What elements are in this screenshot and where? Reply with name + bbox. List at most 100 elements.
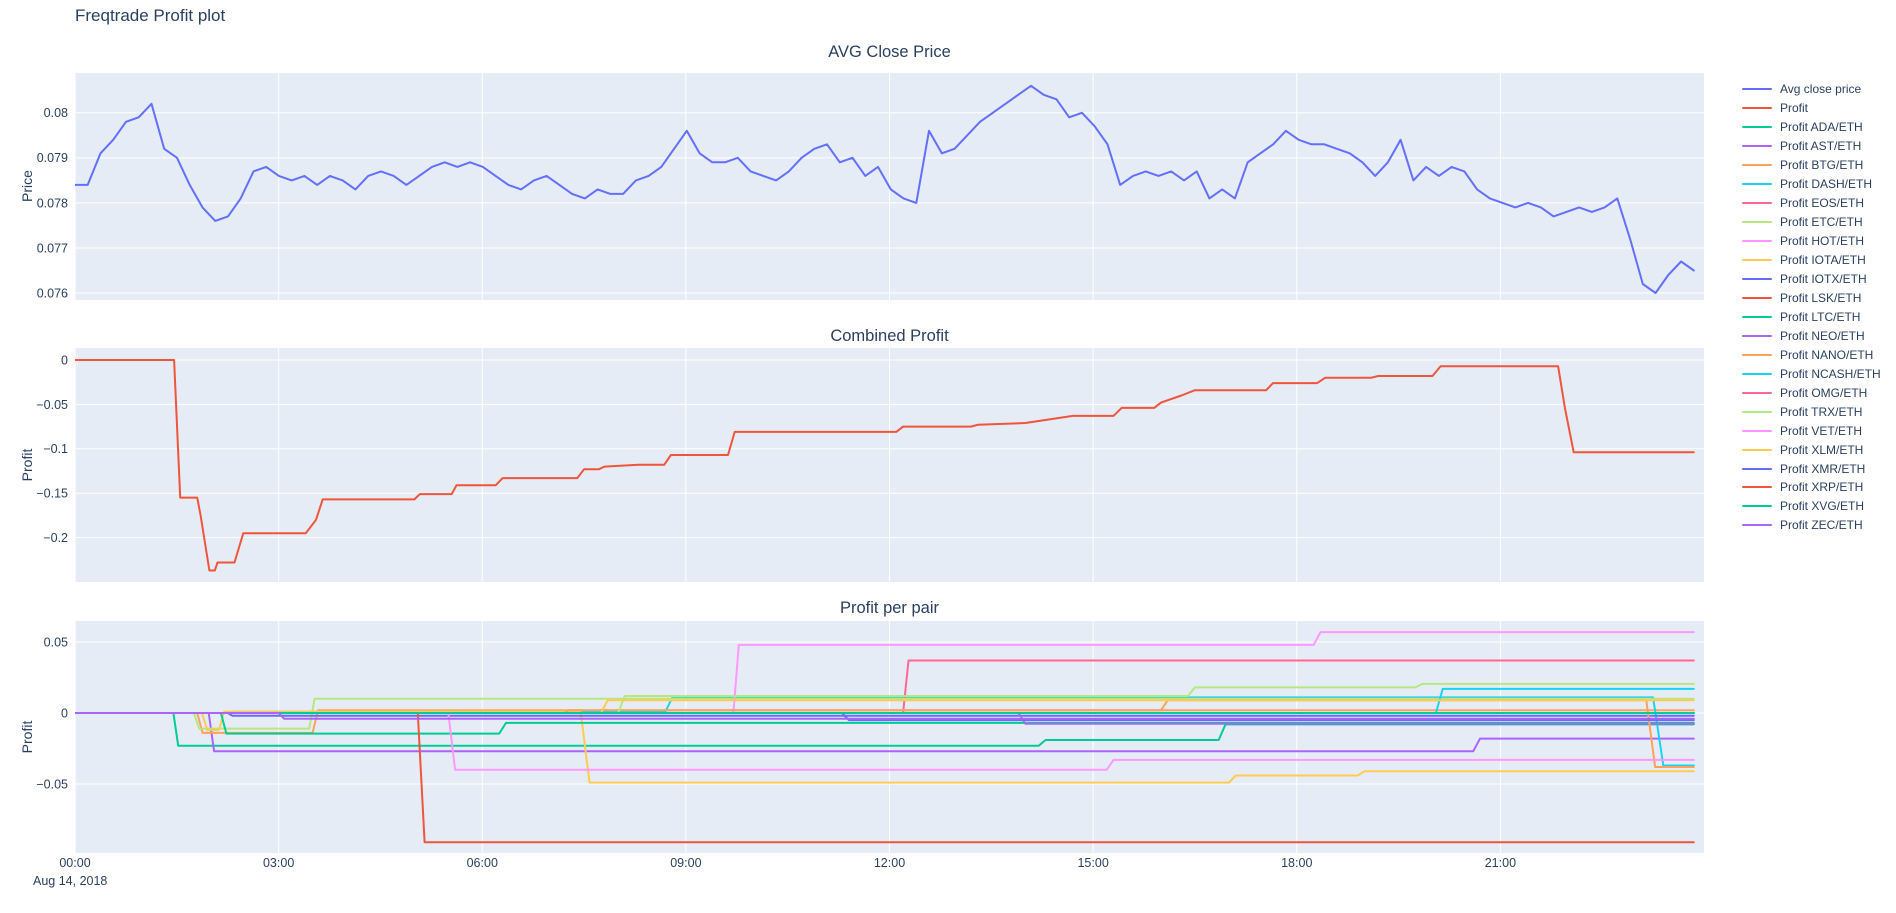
chart-title-combined-profit: Combined Profit — [830, 327, 949, 345]
series-profit-trx-eth — [75, 682, 1695, 714]
y-tick-label: 0.079 — [37, 151, 68, 165]
x-tick-label: 09:00 — [670, 856, 702, 870]
x-tick-label: 21:00 — [1484, 856, 1517, 870]
legend-line-sample — [1742, 126, 1772, 129]
legend-line-sample — [1742, 467, 1772, 470]
series-avg-close-price — [75, 84, 1695, 294]
legend-line-sample — [1742, 315, 1772, 318]
legend-item[interactable]: Profit NANO/ETH — [1742, 345, 1881, 364]
series-profit-ada-eth — [75, 712, 1695, 747]
legend-item[interactable]: Profit — [1742, 99, 1881, 118]
legend-line-sample — [1742, 88, 1772, 91]
legend-item[interactable]: Profit AST/ETH — [1742, 137, 1881, 156]
legend-item-label: Profit LSK/ETH — [1780, 290, 1862, 305]
legend-item-label: Profit NEO/ETH — [1780, 328, 1865, 343]
legend-item-label: Profit — [1780, 101, 1809, 116]
legend-line-sample — [1742, 183, 1772, 186]
legend-item-label: Profit OMG/ETH — [1780, 385, 1868, 400]
legend-item-label: Profit AST/ETH — [1780, 139, 1862, 154]
legend-line-sample — [1742, 107, 1772, 110]
legend-line-sample — [1742, 486, 1772, 489]
legend-item-label: Profit XMR/ETH — [1780, 461, 1866, 476]
legend-item[interactable]: Profit LTC/ETH — [1742, 307, 1881, 326]
legend-item-label: Profit ADA/ETH — [1780, 120, 1863, 135]
legend-line-sample — [1742, 296, 1772, 299]
legend-item[interactable]: Profit IOTA/ETH — [1742, 251, 1881, 270]
y-tick-label: −0.05 — [36, 398, 68, 412]
y-tick-label: −0.1 — [43, 442, 68, 456]
legend-line-sample — [1742, 410, 1772, 413]
legend-item[interactable]: Profit IOTX/ETH — [1742, 270, 1881, 289]
legend-item-label: Profit IOTA/ETH — [1780, 253, 1866, 268]
legend-item[interactable]: Avg close price — [1742, 80, 1881, 99]
y-tick-label: −0.05 — [36, 777, 68, 791]
legend: Avg close price Profit Profit ADA/ETH Profi… — [1742, 80, 1881, 535]
legend-item[interactable]: Profit OMG/ETH — [1742, 383, 1881, 402]
y-tick-label: −0.2 — [43, 531, 68, 545]
legend-item-label: Profit ETC/ETH — [1780, 215, 1863, 230]
legend-item[interactable]: Profit BTG/ETH — [1742, 156, 1881, 175]
legend-item-label: Profit IOTX/ETH — [1780, 272, 1867, 286]
chart-title-avg-close-price: AVG Close Price — [828, 43, 951, 61]
legend-line-sample — [1742, 372, 1772, 375]
legend-line-sample — [1742, 391, 1772, 394]
y-tick-label: 0 — [61, 353, 68, 367]
legend-line-sample — [1742, 505, 1772, 508]
avg-close-price-plot[interactable]: 0.08 0.079 0.078 0.077 0.076 — [0, 73, 1730, 300]
legend-line-sample — [1742, 221, 1772, 224]
legend-item-label: Profit NANO/ETH — [1780, 347, 1874, 362]
legend-item[interactable]: Profit XLM/ETH — [1742, 440, 1881, 459]
legend-item-label: Profit TRX/ETH — [1780, 404, 1863, 419]
legend-item[interactable]: Profit ZEC/ETH — [1742, 516, 1881, 535]
legend-line-sample — [1742, 240, 1772, 243]
x-axis-date-label: Aug 14, 2018 — [33, 874, 108, 888]
legend-item[interactable]: Profit EOS/ETH — [1742, 194, 1881, 213]
legend-item-label: Profit EOS/ETH — [1780, 196, 1865, 211]
legend-item-label: Profit HOT/ETH — [1780, 234, 1865, 249]
legend-item[interactable]: Profit ETC/ETH — [1742, 213, 1881, 232]
legend-item[interactable]: Profit HOT/ETH — [1742, 232, 1881, 251]
x-tick-label: 06:00 — [466, 856, 498, 870]
legend-item[interactable]: Profit XRP/ETH — [1742, 478, 1881, 497]
legend-item[interactable]: Profit ADA/ETH — [1742, 118, 1881, 137]
legend-line-sample — [1742, 145, 1772, 148]
legend-item-label: Profit XVG/ETH — [1780, 499, 1865, 514]
legend-line-sample — [1742, 334, 1772, 337]
series-profit — [75, 359, 1695, 572]
y-tick-label: 0.078 — [37, 196, 68, 210]
page-title: Freqtrade Profit plot — [75, 6, 226, 25]
y-tick-label: −0.15 — [36, 487, 68, 501]
legend-item[interactable]: Profit NCASH/ETH — [1742, 364, 1881, 383]
legend-item[interactable]: Profit DASH/ETH — [1742, 175, 1881, 194]
legend-item-label: Profit ZEC/ETH — [1780, 518, 1863, 533]
legend-item-label: Profit BTG/ETH — [1780, 158, 1864, 173]
x-tick-label: 03:00 — [262, 856, 295, 870]
x-tick-label: 18:00 — [1281, 856, 1313, 870]
legend-item-label: Profit NCASH/ETH — [1780, 366, 1881, 381]
legend-item[interactable]: Profit NEO/ETH — [1742, 326, 1881, 345]
y-tick-label: 0.077 — [37, 241, 68, 255]
legend-item[interactable]: Profit LSK/ETH — [1742, 288, 1881, 307]
x-tick-label: 00:00 — [59, 856, 91, 870]
legend-item[interactable]: Profit VET/ETH — [1742, 421, 1881, 440]
legend-item[interactable]: Profit XVG/ETH — [1742, 497, 1881, 516]
series-profit-iota-eth — [75, 710, 1695, 784]
y-tick-label: 0.076 — [37, 286, 68, 300]
combined-profit-plot[interactable]: 0 −0.05 −0.1 −0.15 −0.2 — [0, 348, 1730, 582]
x-tick-label: 15:00 — [1077, 856, 1109, 870]
legend-line-sample — [1742, 429, 1772, 432]
legend-line-sample — [1742, 448, 1772, 451]
y-tick-label: 0 — [61, 706, 68, 720]
legend-line-sample — [1742, 353, 1772, 356]
legend-item[interactable]: Profit XMR/ETH — [1742, 459, 1881, 478]
legend-line-sample — [1742, 278, 1772, 280]
profit-per-pair-plot[interactable]: 0.05 0 −0.05 — [0, 621, 1730, 853]
legend-item[interactable]: Profit TRX/ETH — [1742, 402, 1881, 421]
y-tick-label: 0.05 — [44, 635, 68, 649]
series-profit-zec-eth — [75, 712, 1695, 720]
legend-item-label: Profit XLM/ETH — [1780, 442, 1864, 457]
chart-title-profit-per-pair: Profit per pair — [839, 599, 940, 617]
legend-line-sample — [1742, 259, 1772, 262]
legend-item-label: Profit XRP/ETH — [1780, 480, 1864, 495]
legend-item-label: Profit VET/ETH — [1780, 423, 1863, 438]
